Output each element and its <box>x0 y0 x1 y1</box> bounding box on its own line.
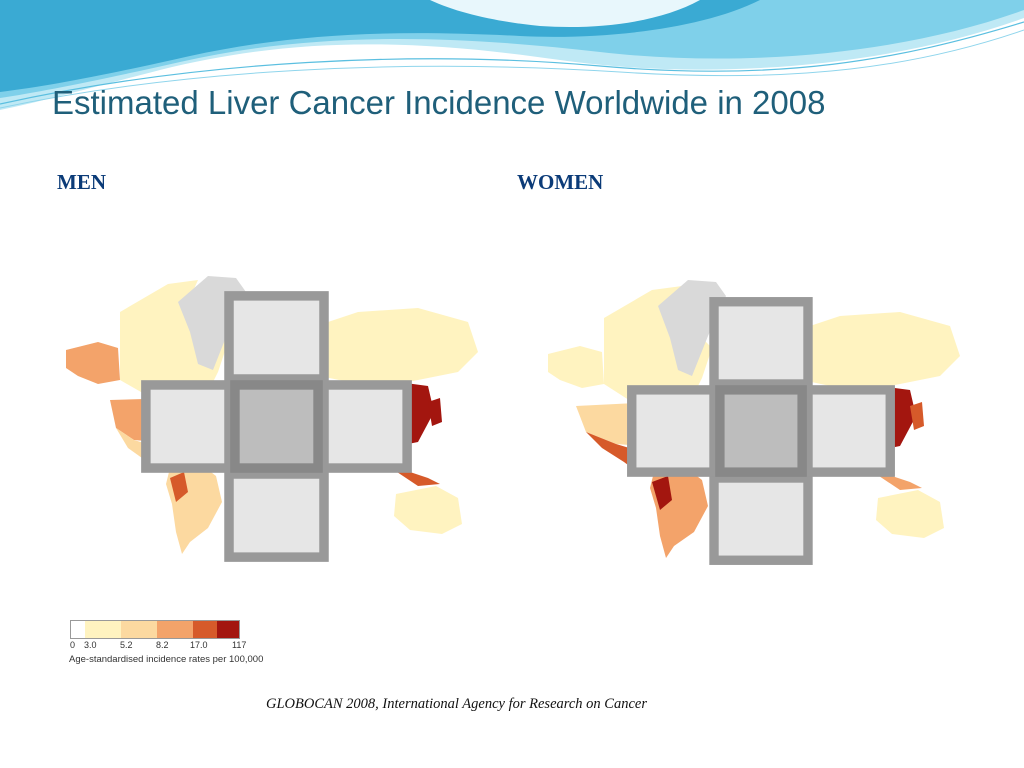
header-wave-decoration <box>0 0 1024 110</box>
legend-ticks: 0 3.0 5.2 8.2 17.0 117 <box>66 640 302 652</box>
legend-tick: 8.2 <box>156 640 169 650</box>
women-greenland <box>658 280 726 376</box>
legend-color-scale <box>70 620 240 639</box>
legend-tick: 3.0 <box>84 640 97 650</box>
men-australia <box>394 486 462 534</box>
legend-tick: 5.2 <box>120 640 133 650</box>
slide-title: Estimated Liver Cancer Incidence Worldwi… <box>52 84 826 121</box>
map-pan-control-icon[interactable] <box>552 290 970 572</box>
women-alaska <box>548 346 604 388</box>
men-russia <box>298 308 478 384</box>
men-japan-korea <box>428 398 442 426</box>
women-australia <box>876 490 944 538</box>
women-canada <box>604 286 712 404</box>
women-japan-korea <box>910 402 924 430</box>
legend-tick: 0 <box>70 640 76 650</box>
source-citation: GLOBOCAN 2008, International Agency for … <box>266 696 647 712</box>
women-world-map[interactable] <box>546 278 964 565</box>
women-peru <box>652 476 672 510</box>
men-label: MEN <box>57 170 106 194</box>
men-alaska <box>66 342 120 384</box>
women-russia <box>780 312 960 388</box>
men-peru <box>170 472 188 502</box>
women-label: WOMEN <box>517 170 604 194</box>
map-legend: 0 3.0 5.2 8.2 17.0 117 Age-standardised … <box>66 608 302 670</box>
map-pan-control-icon[interactable] <box>64 284 489 569</box>
legend-caption: Age-standardised incidence rates per 100… <box>69 654 264 665</box>
legend-tick: 17.0 <box>190 640 208 650</box>
legend-tick: 117 <box>232 640 247 650</box>
men-canada <box>120 280 228 398</box>
men-world-map[interactable] <box>58 272 483 562</box>
